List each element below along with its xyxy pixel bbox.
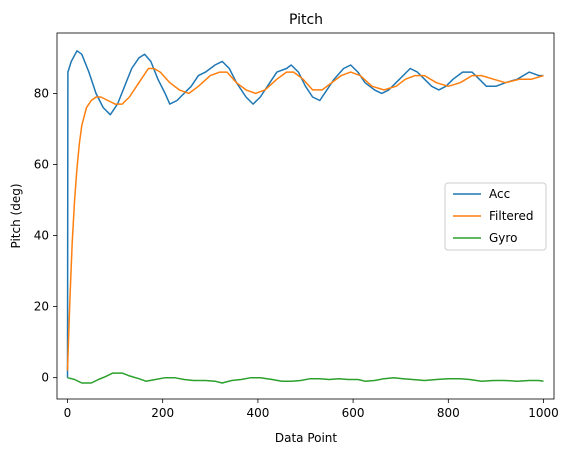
plot-frame	[56, 32, 555, 400]
y-tick-label: 40	[34, 229, 49, 243]
x-tick-label: 400	[246, 406, 269, 420]
x-axis-label: Data Point	[275, 431, 338, 445]
plot-area	[66, 50, 544, 384]
x-tick-label: 800	[437, 406, 460, 420]
x-tick-label: 200	[151, 406, 174, 420]
legend: Acc Filtered Gyro	[444, 182, 547, 251]
legend-label-filtered: Filtered	[489, 209, 533, 223]
x-tick-label: 1000	[528, 406, 559, 420]
y-tick-label: 20	[34, 300, 49, 314]
series-line-gyro	[67, 372, 544, 384]
y-tick-label: 60	[34, 157, 49, 171]
y-tick-label: 0	[41, 371, 49, 385]
series-line-filtered	[66, 67, 544, 371]
y-tick-label: 80	[34, 86, 49, 100]
x-tick-label: 0	[64, 406, 72, 420]
legend-label-gyro: Gyro	[489, 231, 517, 245]
x-axis-ticks: 0 200 400 600 800 1000	[64, 399, 559, 420]
y-axis-ticks: 0 20 40 60 80	[34, 86, 57, 385]
x-tick-label: 600	[342, 406, 365, 420]
legend-box	[444, 182, 547, 251]
y-axis-label: Pitch (deg)	[9, 183, 23, 248]
series-line-acc	[66, 50, 544, 378]
chart-title: Pitch	[289, 12, 323, 28]
legend-label-acc: Acc	[489, 187, 510, 201]
